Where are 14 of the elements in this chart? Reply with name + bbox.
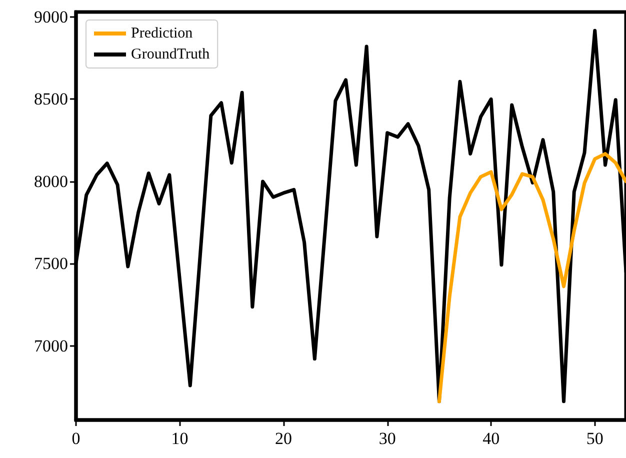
y-tick-label: 9000: [34, 7, 68, 26]
y-tick-label: 8000: [34, 172, 68, 191]
x-tick-label: 30: [378, 429, 396, 448]
legend-label: Prediction: [131, 26, 194, 42]
y-tick-label: 7500: [34, 254, 68, 274]
legend-label: GroundTruth: [131, 46, 210, 62]
line-series: [437, 152, 626, 404]
y-tick-label: 7000: [34, 336, 68, 356]
x-tick-label: 50: [586, 429, 604, 448]
y-tick-label: 8500: [34, 90, 68, 109]
x-tick-label: 0: [72, 429, 80, 448]
x-tick-label: 10: [171, 429, 188, 448]
x-tick-label: 20: [275, 429, 292, 448]
x-tick-label: 40: [482, 429, 500, 448]
